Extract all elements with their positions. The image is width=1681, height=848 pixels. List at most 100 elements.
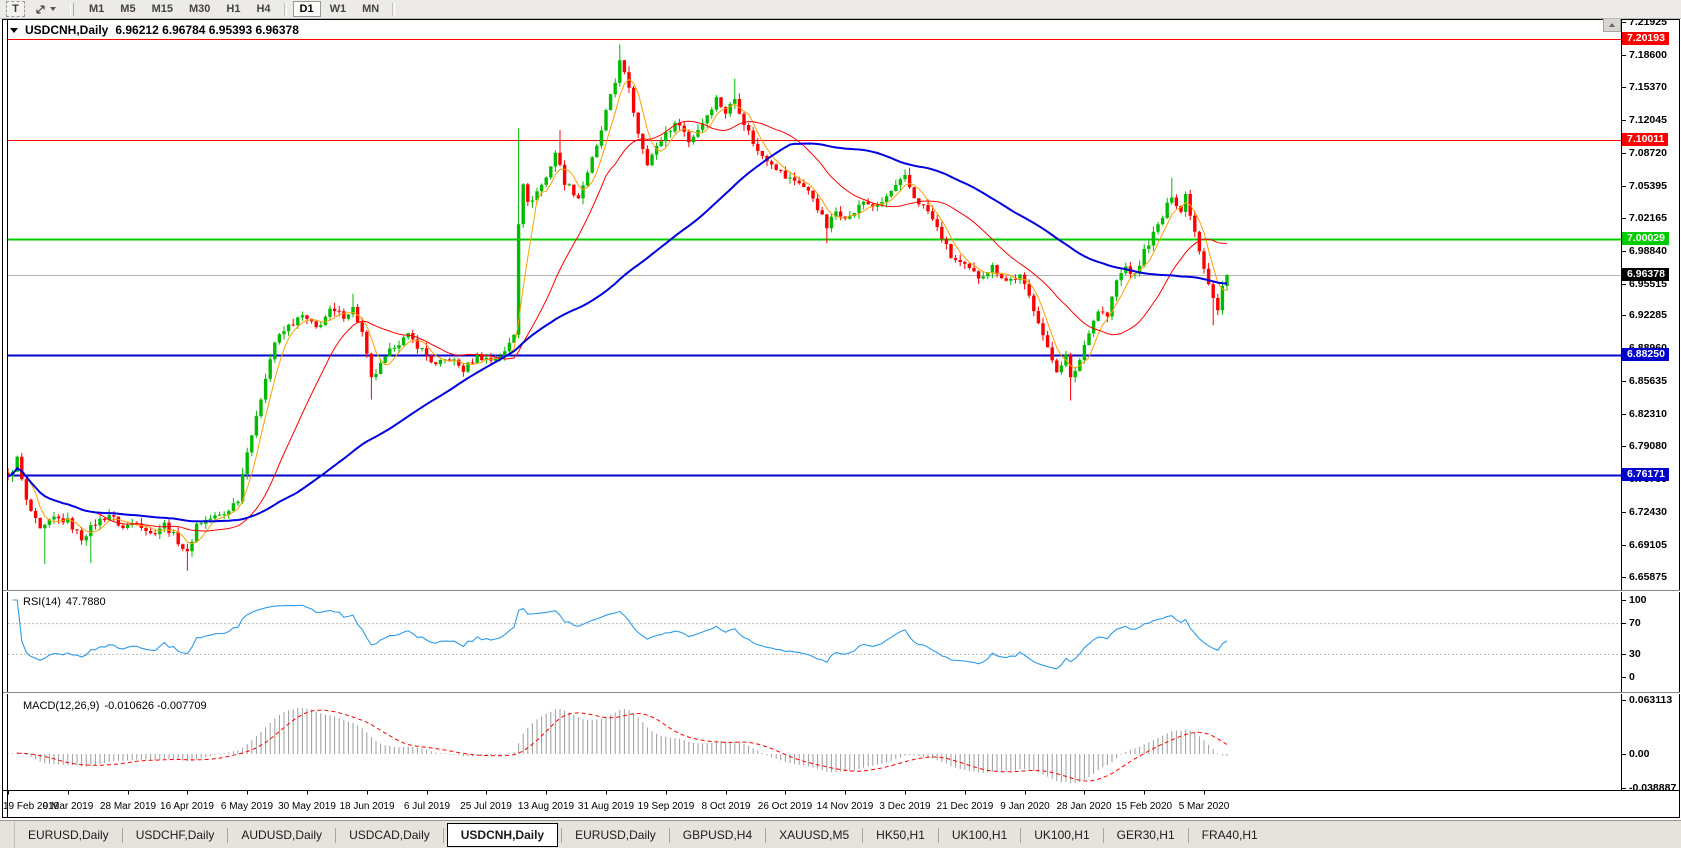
date-label: 28 Mar 2019 (99, 801, 157, 812)
tab-divider (765, 827, 767, 843)
current-price-badge: 6.96378 (1622, 268, 1669, 281)
timeframe-button-m1[interactable]: M1 (89, 3, 105, 15)
chart-tab-ger30-h1[interactable]: GER30,H1 (1116, 827, 1175, 842)
price-tick-label: 6.98840 (1629, 245, 1667, 257)
price-tick-label: 6.65875 (1629, 571, 1667, 583)
chart-tab-usdcad-daily[interactable]: USDCAD,Daily (349, 827, 430, 842)
price-badge-7.00029: 7.00029 (1622, 232, 1669, 245)
price-tick-label: 6.92285 (1629, 309, 1667, 321)
price-badge-6.76171: 6.76171 (1622, 468, 1669, 481)
macd-histogram (8, 708, 1228, 783)
chart-symbol-period: USDCNH,Daily (25, 23, 109, 37)
collapse-triangle-icon[interactable] (10, 28, 18, 33)
up-candle-wicks (12, 44, 1228, 564)
date-label: 19 Sep 2019 (637, 801, 695, 812)
arrows-tool-button[interactable] (31, 2, 60, 16)
rsi-pane (8, 599, 1621, 670)
chart-tab-audusd-daily[interactable]: AUDUSD,Daily (241, 827, 323, 842)
price-tick-label: 6.69105 (1629, 539, 1667, 551)
price-tick-label: 6.85635 (1629, 375, 1667, 387)
macd-pane (8, 708, 1228, 783)
chart-tab-xauusd-m5[interactable]: XAUUSD,M5 (779, 827, 850, 842)
date-label: 18 Jun 2019 (339, 801, 395, 812)
price-tick-label: 7.15370 (1629, 81, 1667, 93)
timeframe-button-h1[interactable]: H1 (226, 3, 241, 15)
down-candle-bodies (8, 60, 1220, 552)
timeframe-button-m5[interactable]: M5 (120, 3, 136, 15)
rsi-indicator-label: RSI(14) 47.7880 (23, 596, 106, 608)
moving-average-5[interactable] (8, 78, 1228, 545)
rsi-tick-label: 30 (1629, 648, 1641, 660)
down-candle-wicks (8, 60, 1219, 571)
moving-average-60[interactable] (8, 142, 1228, 523)
price-badge-6.88250: 6.88250 (1622, 348, 1669, 361)
tab-divider (937, 827, 939, 843)
price-tick-label: 7.12045 (1629, 114, 1667, 126)
price-tick-label: 6.82310 (1629, 408, 1667, 420)
chart-tab-bar: EURUSD,Daily USDCHF,Daily AUDUSD,Daily USDC… (0, 820, 1681, 848)
date-label: 28 Jan 2020 (1056, 801, 1112, 812)
tab-divider (561, 827, 563, 843)
date-label: 9 Jan 2020 (1000, 801, 1050, 812)
timeframe-button-d1[interactable]: D1 (292, 1, 321, 17)
date-label: 6 May 2019 (220, 801, 274, 812)
date-label: 19 Feb 2019 (3, 801, 60, 812)
main-price-pane (8, 39, 1621, 571)
macd-signal-line (17, 709, 1228, 782)
rsi-tick-label: 70 (1629, 617, 1641, 629)
chart-tab-eurusd-daily[interactable]: EURUSD,Daily (28, 827, 109, 842)
date-label: 9 Mar 2019 (42, 801, 94, 812)
tab-divider (335, 827, 337, 843)
chart-tab-uk100-h1[interactable]: UK100,H1 (1034, 827, 1090, 842)
toolbar-grip[interactable] (70, 2, 74, 16)
tab-divider (227, 827, 229, 843)
toolbar-separator (392, 2, 396, 16)
date-label: 14 Nov 2019 (816, 801, 874, 812)
price-badge-7.20193: 7.20193 (1622, 32, 1669, 45)
timeframe-button-h4[interactable]: H4 (256, 3, 271, 15)
date-label: 25 Jul 2019 (460, 801, 512, 812)
up-arrow-icon (1609, 23, 1615, 27)
price-tick-label: 6.72430 (1629, 506, 1667, 518)
date-label: 15 Feb 2020 (1115, 801, 1173, 812)
toolbar: T M1 M5 M15 M30 H1 H4 D1 W1 MN (0, 0, 1681, 19)
price-tick-label: 7.02165 (1629, 212, 1667, 224)
macd-tick-label: 0.00 (1629, 748, 1650, 760)
price-tick-label: 7.21925 (1629, 16, 1667, 28)
date-label: 3 Dec 2019 (879, 801, 931, 812)
timeframe-toolbar: M1 M5 M15 M30 H1 H4 D1 W1 MN (81, 0, 400, 18)
text-tool-button[interactable]: T (6, 1, 25, 17)
tab-divider (668, 827, 670, 843)
moving-average-20[interactable] (8, 120, 1228, 532)
timeframe-button-m30[interactable]: M30 (188, 3, 211, 15)
macd-values: -0.010626 -0.007709 (104, 700, 207, 712)
date-label: 26 Oct 2019 (757, 801, 813, 812)
timeframe-button-mn[interactable]: MN (362, 3, 380, 15)
chart-tab-eurusd-daily[interactable]: EURUSD,Daily (575, 827, 656, 842)
macd-tick-label: 0.063113 (1629, 694, 1673, 706)
timeframe-button-w1[interactable]: W1 (329, 3, 347, 15)
macd-name: MACD(12,26,9) (23, 700, 100, 712)
macd-indicator-label: MACD(12,26,9) -0.010626 -0.007709 (23, 700, 207, 712)
toolbar-separator (283, 2, 287, 16)
macd-tick-label: -0.038887 (1629, 782, 1677, 794)
timeframe-button-m15[interactable]: M15 (151, 3, 173, 15)
date-label: 31 Aug 2019 (577, 801, 635, 812)
chart-tab-uk100-h1[interactable]: UK100,H1 (951, 827, 1008, 842)
chart-tab-usdchf-daily[interactable]: USDCHF,Daily (135, 827, 215, 842)
chart-tab-usdcnh-daily[interactable]: USDCNH,Daily (446, 823, 559, 847)
price-tick-label: 7.05395 (1629, 180, 1667, 192)
price-tick-label: 7.08720 (1629, 147, 1667, 159)
date-label: 8 Oct 2019 (701, 801, 751, 812)
chart-window-border (2, 19, 1680, 818)
scroll-up-button[interactable] (1603, 18, 1621, 32)
chart-tab-gbpusd-h4[interactable]: GBPUSD,H4 (682, 827, 753, 842)
rsi-tick-label: 100 (1629, 594, 1647, 606)
date-label: 13 Aug 2019 (517, 801, 575, 812)
price-tick-label: 6.79080 (1629, 440, 1667, 452)
date-label: 30 May 2019 (278, 801, 336, 812)
chart-tab-fra40-h1[interactable]: FRA40,H1 (1201, 827, 1258, 842)
chart-tab-hk50-h1[interactable]: HK50,H1 (876, 827, 925, 842)
